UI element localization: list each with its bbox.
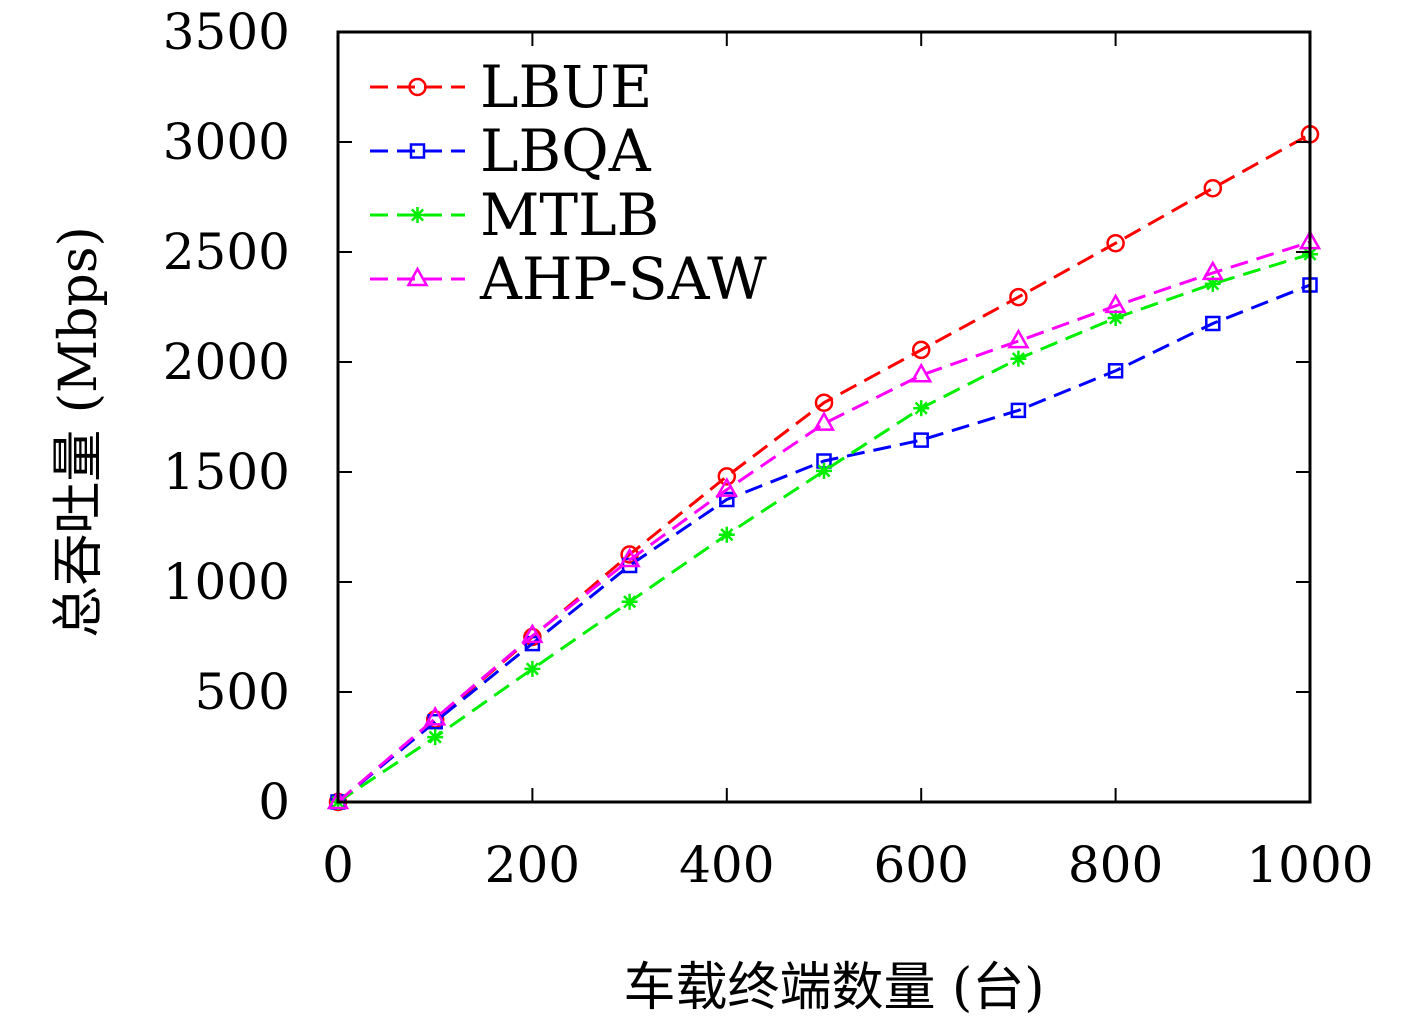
y-tick-label: 0 [258,773,290,831]
circle-marker [911,340,931,360]
triangle-marker [1201,260,1224,281]
legend-item-lbue: LBUE [370,53,652,121]
square-marker [409,143,426,159]
star-stroke [1109,311,1123,325]
triangle-marker [406,266,429,287]
legend-item-lbqa: LBQA [370,117,652,185]
y-tick-label: 3000 [163,113,290,171]
x-axis-title: 车载终端数量 (台) [623,958,1044,1018]
star-stroke [720,528,734,542]
star-marker [409,207,426,223]
legend-item-ahp-saw: AHP-SAW [370,245,767,313]
star-stroke [817,464,831,478]
square-marker [1010,402,1027,419]
y-tick-label: 3500 [163,3,290,61]
circle-marker [1203,178,1223,198]
circle-marker [717,467,737,486]
circle-marker [408,77,427,97]
ticks-layer: 0 200 400 600 800 1000 0 500 1000 1500 2000 2500 300… [163,3,1374,894]
series-line-lbqa [337,283,1311,804]
star-stroke [410,208,425,222]
x-tick-label: 200 [485,836,580,894]
square-marker [719,491,735,508]
legend-label: AHP-SAW [479,245,767,313]
square-marker [913,432,929,448]
star-stroke [1011,352,1025,366]
x-tick-label: 1000 [1246,836,1373,894]
y-tick-label: 500 [195,663,290,721]
x-tick-label: 800 [1068,836,1163,894]
series-line-mtlb [337,252,1311,804]
star-marker [816,462,832,479]
y-tick-label: 2500 [163,223,290,281]
star-marker [1010,350,1027,367]
plot-frame [336,30,1312,804]
triangle-marker [424,705,447,726]
legend-label: MTLB [480,181,659,249]
star-marker [718,526,735,543]
star-marker [621,593,638,610]
triangle-marker [1104,293,1127,314]
y-tick-label: 2000 [163,333,290,391]
star-marker [427,729,444,746]
y-axis-title: 总吞吐量 (Mbps) [49,226,109,638]
star-stroke [525,662,539,676]
star-stroke [623,595,637,609]
x-tick-label: 400 [679,836,774,894]
triangle-marker [326,789,350,810]
triangle-marker [618,547,641,568]
triangle-marker [1007,328,1030,349]
legend-label: LBQA [480,117,652,185]
series-lbue [328,125,1320,812]
triangle-marker [910,362,933,383]
series-mtlb [330,246,1318,810]
series-ahp-saw [326,229,1322,810]
star-marker [524,660,541,677]
series-layer [326,125,1322,812]
y-tick-label: 1000 [163,553,290,611]
circle-marker [814,393,834,412]
triangle-marker [715,477,738,497]
square-marker [1107,363,1124,379]
star-marker [913,400,930,417]
legend-item-mtlb: MTLB [370,181,659,249]
square-marker [1205,315,1221,332]
x-tick-label: 600 [873,836,968,894]
x-tick-label: 0 [322,836,354,894]
series-lbqa [330,277,1318,810]
star-stroke [428,730,442,744]
triangle-marker [521,623,544,644]
circle-marker [1009,287,1028,307]
series-line-ahp-saw [337,240,1311,804]
triangle-marker [812,411,836,431]
circle-marker [1106,233,1125,253]
legend-label: LBUE [480,53,652,121]
series-line-lbue [337,132,1311,804]
y-tick-label: 1500 [163,443,290,501]
star-stroke [914,401,928,415]
